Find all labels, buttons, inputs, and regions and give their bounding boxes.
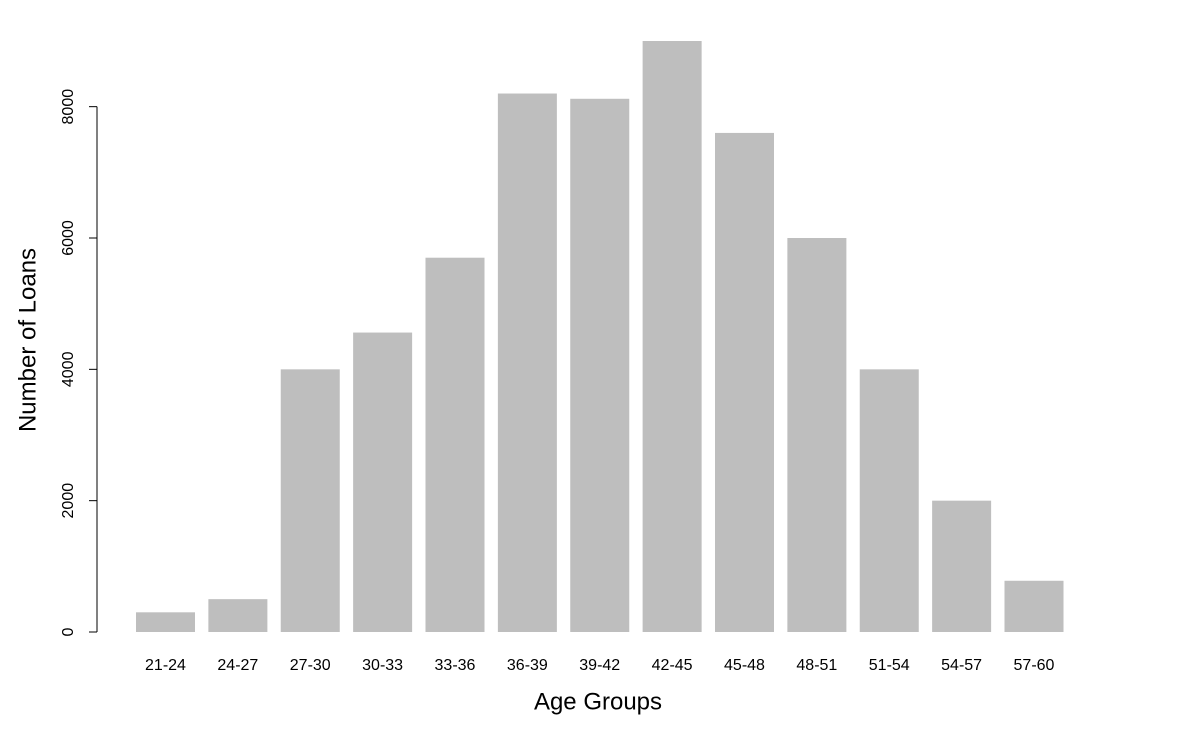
bar (353, 332, 413, 632)
x-tick-label: 21-24 (145, 657, 186, 674)
x-tick-label: 54-57 (941, 657, 982, 674)
bar (932, 500, 992, 632)
x-tick-label: 33-36 (435, 657, 476, 674)
bar (715, 132, 774, 632)
bar (136, 612, 195, 632)
x-tick-label: 24-27 (217, 657, 258, 674)
bar (280, 369, 340, 632)
y-tick-label: 6000 (60, 220, 77, 256)
x-tick-label: 48-51 (796, 657, 837, 674)
x-tick-label: 45-48 (724, 657, 765, 674)
x-tick-label: 51-54 (869, 657, 910, 674)
y-tick-label: 0 (60, 627, 77, 636)
y-axis-title: Number of Loans (14, 248, 41, 432)
bar (497, 93, 557, 633)
x-tick-label: 36-39 (507, 657, 548, 674)
x-tick-label: 57-60 (1014, 657, 1055, 674)
bar (570, 98, 630, 632)
y-tick-label: 8000 (60, 89, 77, 125)
y-tick-label: 2000 (60, 483, 77, 519)
x-tick-label: 27-30 (290, 657, 331, 674)
x-tick-label: 42-45 (652, 657, 693, 674)
bar (642, 41, 702, 632)
x-tick-label: 39-42 (579, 657, 620, 674)
bar (859, 369, 919, 632)
bar (208, 599, 268, 632)
x-tick-label: 30-33 (362, 657, 403, 674)
bar (1004, 580, 1064, 632)
bar (425, 257, 485, 632)
bar (787, 238, 847, 632)
x-axis-title: Age Groups (534, 688, 662, 715)
y-tick-label: 4000 (60, 351, 77, 387)
